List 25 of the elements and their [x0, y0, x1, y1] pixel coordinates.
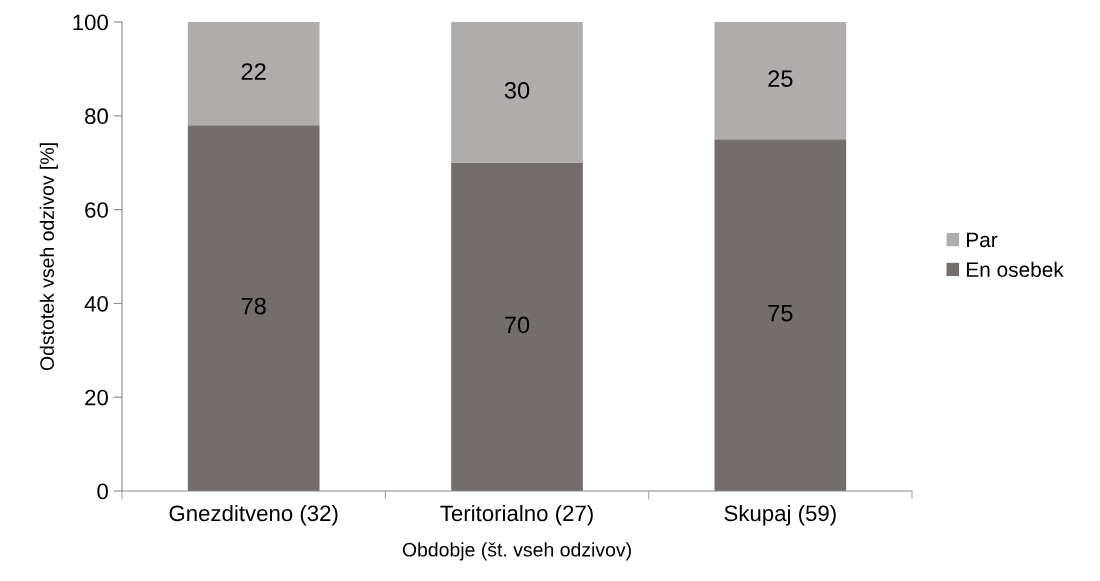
- x-tick-label: Gnezditveno (32): [169, 504, 338, 526]
- bar: [714, 139, 847, 491]
- data-label: 25: [768, 70, 793, 87]
- legend-label: Par: [967, 232, 998, 248]
- y-tick-label: 40: [84, 295, 108, 312]
- y-tick-label: 0: [97, 483, 108, 500]
- data-label: 78: [241, 297, 266, 315]
- x-tick-label: Teritorialno (27): [440, 504, 593, 526]
- bar: [451, 162, 583, 491]
- y-tick-label: 100: [73, 14, 108, 31]
- legend-label: En osebek: [967, 261, 1064, 278]
- x-tick-label: Skupaj (59): [724, 504, 836, 526]
- bar: [187, 22, 320, 126]
- y-tick-label: 20: [85, 389, 108, 406]
- bar: [714, 22, 847, 140]
- x-axis-title: Obdobje (št. vseh odzivov): [402, 542, 631, 561]
- data-label: 22: [241, 63, 266, 80]
- y-axis-title: Odstotek vseh odzivov [%]: [39, 143, 58, 371]
- y-tick-label: 60: [85, 202, 108, 218]
- y-tick-label: 80: [85, 108, 108, 125]
- data-label: 30: [504, 81, 530, 99]
- bar: [187, 125, 320, 491]
- bar: [451, 22, 583, 163]
- data-label: 70: [505, 316, 530, 334]
- data-label: 75: [768, 304, 793, 322]
